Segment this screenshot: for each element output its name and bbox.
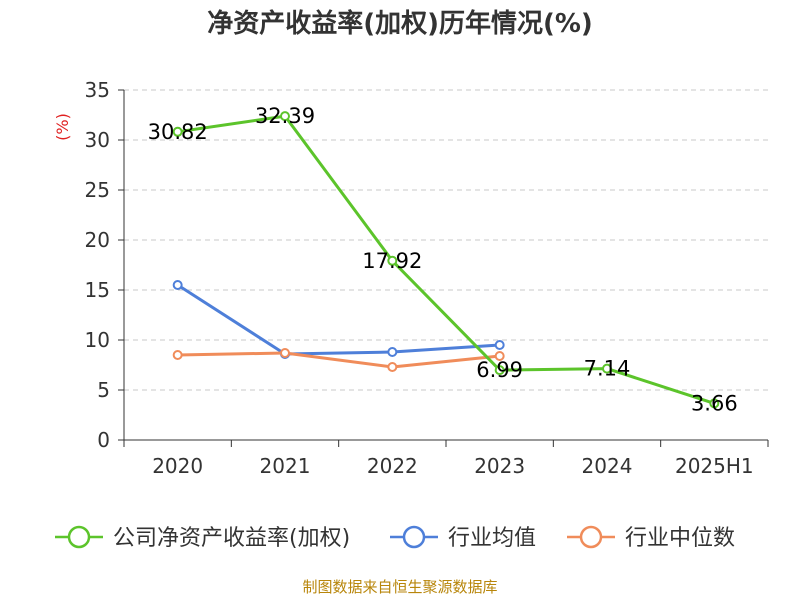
data-labels: 30.82 32.39 17.92 6.99 7.14 3.66 xyxy=(148,104,738,415)
data-point-s0-0 xyxy=(172,126,183,137)
legend-label-1: 行业均值 xyxy=(448,526,536,551)
legend-label-0: 公司净资产收益率(加权) xyxy=(113,526,350,551)
y-tick-label-35: 35 xyxy=(85,78,110,102)
x-tick-label-2021: 2021 xyxy=(260,454,311,478)
data-point-s1-3 xyxy=(494,340,505,350)
legend-swatch-marker-2 xyxy=(579,525,603,549)
data-label-2021: 32.39 xyxy=(255,104,315,128)
data-point-s0-5 xyxy=(709,398,720,409)
y-tick-label-15: 15 xyxy=(85,278,110,302)
y-tick-label-0: 0 xyxy=(97,428,110,452)
grid-lines xyxy=(124,89,768,391)
data-point-s1-2 xyxy=(387,347,398,357)
data-point-s2-0 xyxy=(172,350,183,360)
source-note: 制图数据来自恒生聚源数据库 xyxy=(302,578,497,596)
y-tick-label-30: 30 xyxy=(85,128,110,152)
data-label-2023: 6.99 xyxy=(476,358,523,382)
y-tick-label-20: 20 xyxy=(85,228,110,252)
x-tick-label-2025H1: 2025H1 xyxy=(675,454,754,478)
data-point-s0-3 xyxy=(494,365,505,376)
series-points xyxy=(172,111,720,409)
x-tick-label-2022: 2022 xyxy=(367,454,418,478)
data-point-s2-1 xyxy=(280,348,290,358)
series-lines xyxy=(176,114,715,405)
data-label-2025H1: 3.66 xyxy=(691,391,738,415)
data-point-s2-3 xyxy=(494,351,505,361)
x-tick-label-2020: 2020 xyxy=(152,454,203,478)
data-label-2020: 30.82 xyxy=(148,120,208,144)
data-label-2022: 17.92 xyxy=(362,249,422,273)
series-line-0 xyxy=(177,114,715,405)
axes xyxy=(118,89,769,447)
legend-swatch-marker-0 xyxy=(67,525,91,549)
data-point-s0-4 xyxy=(602,363,612,374)
y-tick-label-10: 10 xyxy=(85,328,110,352)
x-tick-label-2023: 2023 xyxy=(474,454,525,478)
data-point-s0-1 xyxy=(280,111,290,122)
data-point-s2-2 xyxy=(387,362,398,372)
legend: 公司净资产收益率(加权) 行业均值 行业中位数 xyxy=(55,525,735,551)
data-point-s0-2 xyxy=(387,255,398,266)
series-line-1 xyxy=(176,283,500,356)
tick-labels: 0 5 10 15 20 25 30 35 2020 2021 2022 2023 2024 2025H1 xyxy=(85,78,754,478)
legend-label-2: 行业中位数 xyxy=(625,526,735,551)
y-tick-label-25: 25 xyxy=(85,178,110,202)
y-tick-label-5: 5 xyxy=(97,378,110,402)
data-point-s1-0 xyxy=(172,280,183,290)
legend-swatch-marker-1 xyxy=(402,525,426,549)
series-line-2 xyxy=(177,351,500,369)
chart-title: 净资产收益率(加权)历年情况(%) xyxy=(207,8,593,39)
y-axis-unit-label: (%) xyxy=(53,113,72,141)
x-tick-label-2024: 2024 xyxy=(582,454,633,478)
data-label-2024: 7.14 xyxy=(584,357,631,381)
